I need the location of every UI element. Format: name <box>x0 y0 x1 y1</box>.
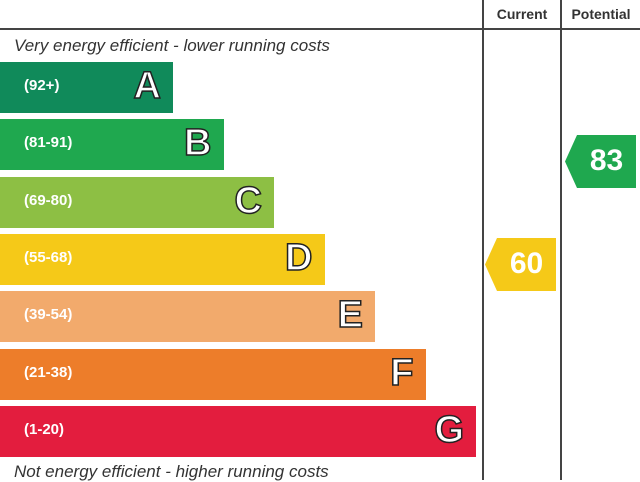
top-caption: Very energy efficient - lower running co… <box>14 36 330 55</box>
potential-rating-arrow: 83 <box>565 135 636 188</box>
band-letter: G <box>434 408 465 452</box>
band-bar-b: (81-91) B <box>0 119 224 171</box>
band-bar-f: (21-38) F <box>0 348 426 400</box>
band-bar-e: (39-54) E <box>0 291 375 343</box>
band-letter: B <box>183 122 212 166</box>
band-bar-g: (1-20) G <box>0 405 476 457</box>
band-letter: E <box>337 293 364 337</box>
band-letter: A <box>133 64 162 108</box>
band-letter: F <box>390 351 415 395</box>
current-column-divider <box>482 0 484 480</box>
band-bar-d: (55-68) D <box>0 233 325 285</box>
potential-column-divider <box>560 0 562 480</box>
band-bar-a: (92+) A <box>0 62 173 113</box>
band-range: (81-91) <box>24 134 73 152</box>
band-range: (69-80) <box>24 191 73 209</box>
band-range: (55-68) <box>24 248 73 266</box>
current-header: Current <box>496 6 548 22</box>
band-range: (21-38) <box>24 363 73 381</box>
current-rating-value: 60 <box>509 247 544 280</box>
band-letter: D <box>284 236 313 280</box>
band-range: (39-54) <box>24 306 73 324</box>
band-range: (92+) <box>24 77 60 94</box>
potential-header: Potential <box>571 6 631 22</box>
band-letter: C <box>234 179 263 223</box>
header-divider <box>0 28 640 30</box>
band-bar-c: (69-80) C <box>0 176 274 228</box>
bottom-caption: Not energy efficient - higher running co… <box>14 462 329 481</box>
current-rating-arrow: 60 <box>485 238 556 291</box>
band-range: (1-20) <box>24 420 65 438</box>
potential-rating-value: 83 <box>589 144 624 177</box>
